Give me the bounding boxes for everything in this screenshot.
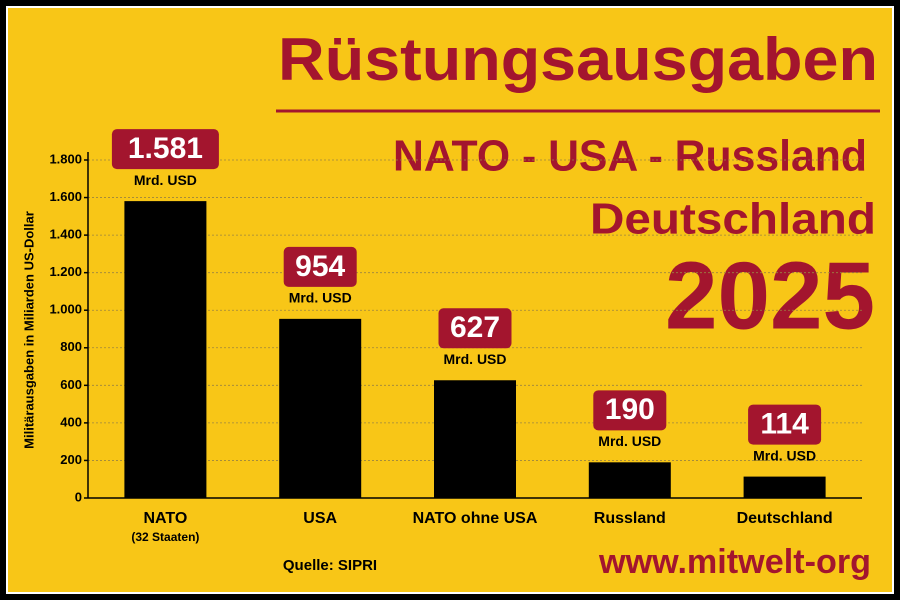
y-tick-label: 800 (60, 339, 82, 354)
y-axis-label: Militärausgaben in Miliarden US-Dollar (21, 211, 36, 449)
unit-label: Mrd. USD (598, 433, 661, 449)
subtitle: Deutschland (590, 195, 876, 244)
value-label: 114 (760, 408, 809, 441)
year: 2025 (665, 242, 875, 349)
subtitle: NATO - USA - Russland (393, 132, 867, 181)
y-tick-label: 200 (60, 452, 82, 467)
y-tick-label: 1.800 (49, 151, 82, 166)
value-label-box (283, 246, 357, 287)
y-tick-label: 1.400 (49, 227, 82, 242)
bar (279, 318, 362, 498)
y-tick-label: 1.000 (49, 302, 82, 317)
x-tick-label: Deutschland (736, 510, 833, 527)
bar (588, 462, 671, 498)
unit-label: Mrd. USD (134, 172, 197, 188)
unit-label: Mrd. USD (444, 351, 507, 367)
source: Quelle: SIPRI (283, 557, 377, 574)
value-label: 954 (295, 250, 345, 283)
y-tick-label: 400 (60, 414, 82, 429)
bar (743, 476, 826, 498)
y-tick-label: 1.600 (49, 189, 82, 204)
chart-title: Rüstungsausgaben (278, 26, 878, 93)
x-tick-label: NATO ohne USA (412, 510, 538, 527)
value-label-box (748, 404, 822, 445)
value-label: 627 (450, 311, 500, 344)
value-label-box (438, 308, 512, 349)
value-label-box (111, 129, 219, 170)
bar (124, 201, 207, 498)
x-tick-label: USA (303, 510, 338, 527)
y-tick-label: 1.200 (49, 264, 82, 279)
website: www.mitwelt-org (598, 543, 871, 581)
x-tick-label: Russland (593, 510, 666, 527)
y-tick-label: 600 (60, 377, 82, 392)
bar (434, 380, 516, 498)
unit-label: Mrd. USD (289, 290, 352, 306)
value-label: 1.581 (128, 132, 203, 165)
value-label-box (593, 390, 667, 431)
value-label: 190 (605, 393, 655, 426)
unit-label: Mrd. USD (753, 447, 816, 463)
x-tick-label: NATO (143, 510, 188, 527)
category-note: (32 Staaten) (131, 530, 200, 544)
y-tick-label: 0 (75, 489, 82, 504)
